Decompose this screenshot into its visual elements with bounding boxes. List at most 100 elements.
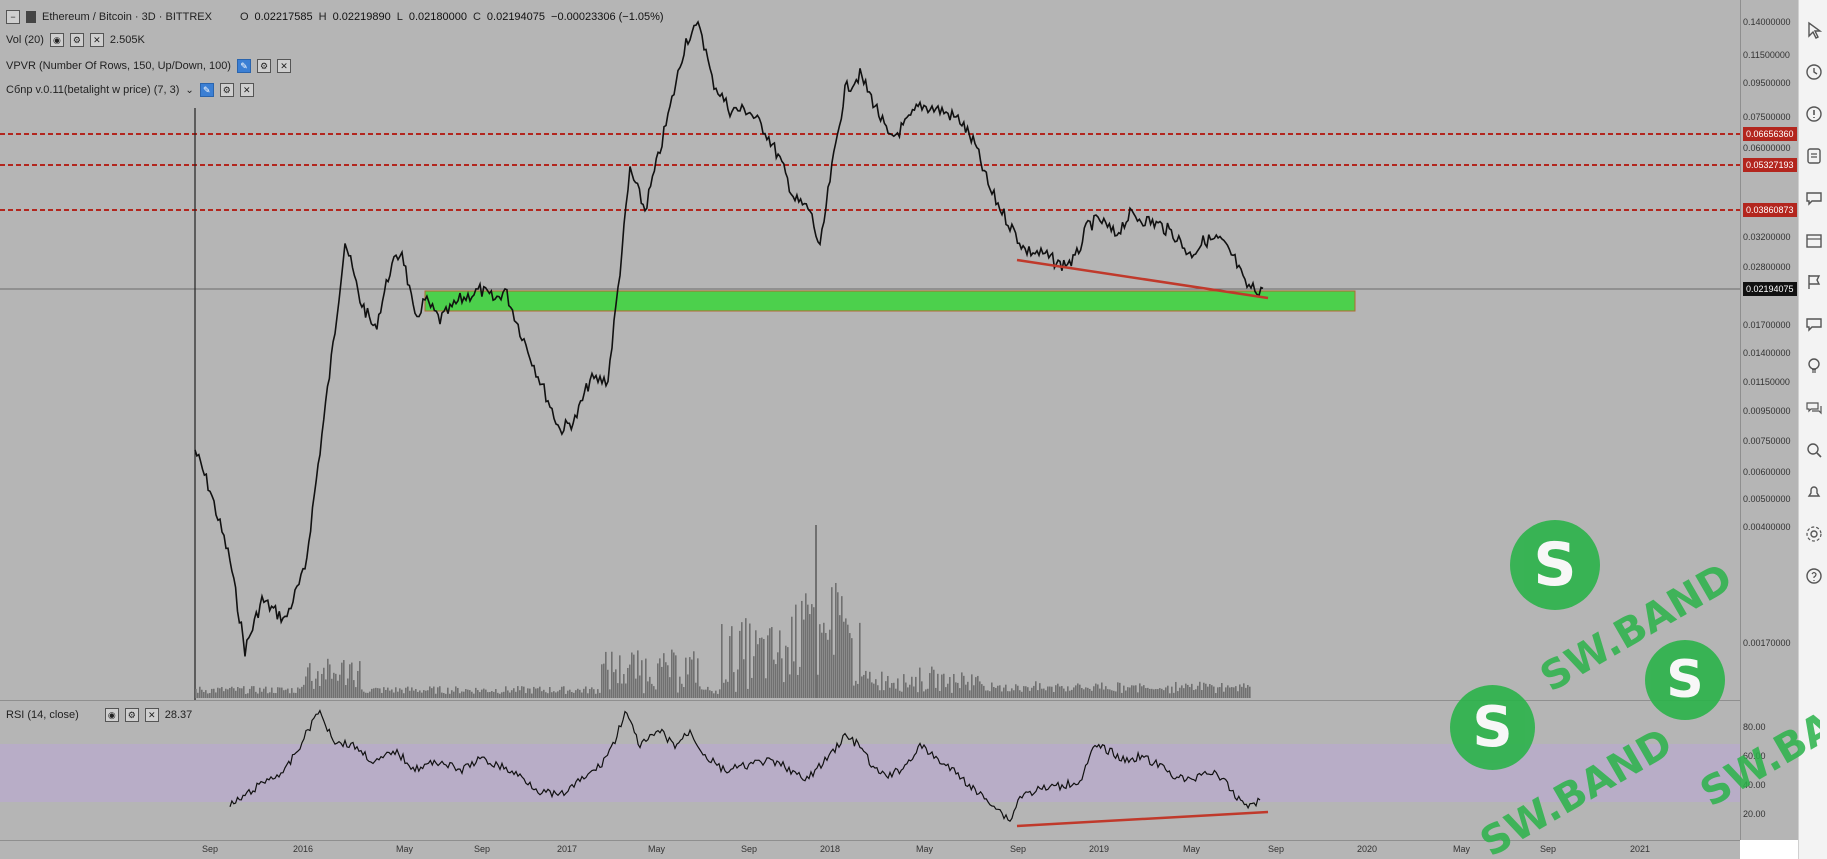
search-icon[interactable]	[1804, 440, 1824, 460]
help-icon[interactable]	[1804, 566, 1824, 586]
volume-legend-row[interactable]: Vol (20) ◉ ⚙ ✕ 2.505K	[6, 32, 145, 48]
cursor-icon[interactable]	[1804, 20, 1824, 40]
volume-bar	[217, 687, 219, 698]
chat-icon[interactable]	[1804, 188, 1824, 208]
volume-bar	[965, 684, 967, 698]
change-value: −0.00023306 (−1.05%)	[551, 11, 664, 23]
volume-bar	[343, 660, 345, 698]
list-icon[interactable]	[1804, 146, 1824, 166]
volume-bar	[789, 674, 791, 698]
settings-icon[interactable]: ⚙	[69, 33, 84, 47]
settings-icon[interactable]: ⚙	[219, 83, 234, 97]
volume-bar	[1025, 686, 1027, 698]
volume-bar	[843, 621, 845, 698]
eye-icon[interactable]: ◉	[49, 33, 64, 47]
rsi-chart-svg[interactable]	[0, 701, 1740, 841]
volume-bar	[1217, 687, 1219, 698]
close-icon[interactable]: ✕	[239, 83, 254, 97]
volume-bar	[883, 690, 885, 698]
volume-bar	[1231, 687, 1233, 698]
volume-bar	[1013, 690, 1015, 698]
alert-icon[interactable]	[1804, 104, 1824, 124]
edit-icon[interactable]: ✎	[199, 83, 214, 97]
price-axis[interactable]: 0.14000000 0.11500000 0.09500000 0.07500…	[1740, 0, 1799, 840]
volume-bar	[407, 686, 409, 698]
volume-bar	[815, 525, 817, 698]
volume-bar	[275, 693, 277, 698]
volume-bar	[707, 686, 709, 698]
volume-bar	[1073, 687, 1075, 698]
volume-bar	[303, 684, 305, 698]
volume-bar	[1069, 690, 1071, 698]
calendar-icon[interactable]	[1804, 230, 1824, 250]
volume-bar	[1049, 686, 1051, 698]
volume-bar	[411, 687, 413, 698]
eye-icon[interactable]: ◉	[104, 708, 119, 722]
collapse-icon[interactable]: −	[6, 10, 20, 24]
volume-bar	[989, 691, 991, 698]
volume-bar	[1165, 687, 1167, 698]
volume-bar	[711, 691, 713, 698]
lightbulb-icon[interactable]	[1804, 356, 1824, 376]
volume-bar	[969, 690, 971, 698]
clock-icon[interactable]	[1804, 62, 1824, 82]
resistance-price-label: 0.05327193	[1743, 158, 1797, 172]
edit-icon[interactable]: ✎	[236, 59, 251, 73]
price-tick: 0.03200000	[1743, 232, 1791, 242]
vpvr-legend-row[interactable]: VPVR (Number Of Rows, 150, Up/Down, 100)…	[6, 58, 291, 74]
settings-icon[interactable]: ⚙	[256, 59, 271, 73]
volume-bar	[257, 693, 259, 698]
price-chart-svg[interactable]	[0, 0, 1740, 700]
volume-value: 2.505K	[109, 34, 145, 46]
price-tick: 0.00600000	[1743, 467, 1791, 477]
settings-icon[interactable]: ⚙	[124, 708, 139, 722]
close-value: 0.02194075	[486, 11, 546, 23]
volume-bar	[587, 693, 589, 698]
volume-bar	[583, 688, 585, 698]
close-icon[interactable]: ✕	[144, 708, 159, 722]
volume-bar	[1103, 689, 1105, 698]
volume-bar	[1223, 691, 1225, 698]
volume-bar	[881, 671, 883, 698]
volume-bar	[647, 681, 649, 698]
volume-bar	[695, 682, 697, 698]
settings-icon[interactable]	[1804, 524, 1824, 544]
volume-bar	[347, 678, 349, 698]
symbol-legend-row[interactable]: − Ethereum / Bitcoin · 3D · BITTREX O 0.0…	[6, 9, 664, 25]
chevron-down-icon[interactable]: ⌄	[185, 84, 194, 96]
volume-bar	[943, 673, 945, 698]
volume-bar	[685, 657, 687, 698]
volume-bar	[445, 693, 447, 698]
cbnp-legend-row[interactable]: Cбnp v.0.11(betalight w price) (7, 3) ⌄ …	[6, 82, 254, 98]
volume-bar	[749, 623, 751, 698]
comments-icon[interactable]	[1804, 398, 1824, 418]
volume-bar	[1085, 687, 1087, 698]
flag-icon[interactable]	[1804, 272, 1824, 292]
volume-bar	[231, 686, 233, 698]
rsi-pane[interactable]: RSI (14, close) ◉ ⚙ ✕ 28.37	[0, 700, 1740, 841]
price-tick: 0.01150000	[1743, 377, 1790, 387]
time-axis[interactable]: Sep 2016 May Sep 2017 May Sep 2018 May S…	[0, 840, 1740, 859]
message-icon[interactable]	[1804, 314, 1824, 334]
volume-bar	[289, 693, 291, 698]
volume-bar	[651, 683, 653, 698]
volume-bar	[551, 692, 553, 698]
volume-bar	[375, 687, 377, 698]
rsi-legend-row[interactable]: RSI (14, close) ◉ ⚙ ✕ 28.37	[6, 707, 192, 723]
bell-icon[interactable]	[1804, 482, 1824, 502]
volume-bar	[511, 690, 513, 698]
volume-bar	[537, 688, 539, 698]
volume-bar	[1071, 689, 1073, 698]
volume-bar	[223, 691, 225, 698]
volume-bar	[1023, 686, 1025, 698]
volume-bar	[617, 683, 619, 698]
volume-bar	[975, 677, 977, 698]
volume-bar	[709, 690, 711, 698]
volume-bar	[1201, 689, 1203, 698]
main-chart-pane[interactable]: − Ethereum / Bitcoin · 3D · BITTREX O 0.0…	[0, 0, 1740, 700]
close-icon[interactable]: ✕	[276, 59, 291, 73]
close-icon[interactable]: ✕	[89, 33, 104, 47]
volume-bar	[385, 689, 387, 698]
volume-bar	[1187, 684, 1189, 698]
volume-bar	[381, 692, 383, 698]
